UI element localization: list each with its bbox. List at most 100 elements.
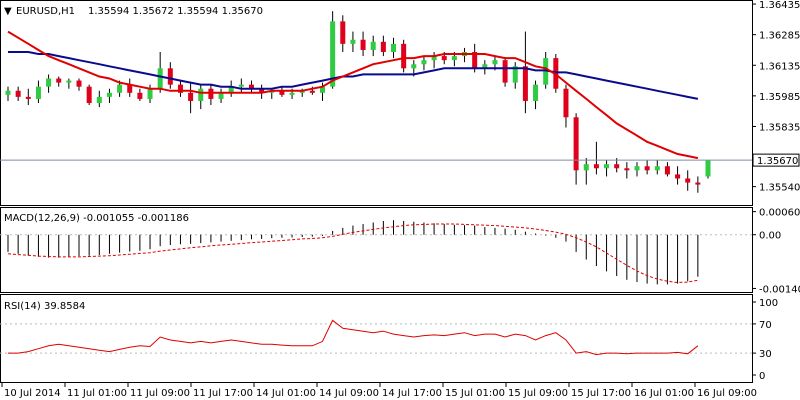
candle-body	[66, 80, 72, 83]
candle-body	[451, 56, 457, 61]
rsi-y-tick-label: 0	[759, 371, 765, 382]
x-tick-label: 16 Jul 09:00	[697, 388, 757, 399]
rsi-y-tick-label: 30	[759, 349, 772, 360]
price-y-tick-label: 1.35540	[759, 183, 800, 194]
rsi-y-tick-label: 70	[759, 320, 772, 331]
x-tick-label: 14 Jul 01:00	[256, 388, 316, 399]
candle-body	[137, 92, 143, 99]
candle-body	[634, 166, 640, 171]
candle-body	[218, 92, 224, 99]
x-tick-label: 14 Jul 09:00	[319, 388, 379, 399]
rsi-y-tick-label: 100	[759, 298, 778, 309]
macd-layer	[0, 220, 752, 285]
candle-body	[391, 43, 397, 52]
candle-body	[259, 88, 265, 93]
candle-body	[35, 86, 41, 99]
candle-body	[533, 84, 539, 101]
candle-body	[106, 92, 112, 97]
candle-body	[421, 60, 427, 65]
x-tick-label: 15 Jul 09:00	[508, 388, 568, 399]
candle-body	[96, 96, 102, 103]
candle-body	[360, 39, 366, 50]
candle-body	[157, 68, 163, 89]
chart-symbol: EURUSD,H1	[16, 6, 75, 17]
candle-body	[563, 88, 569, 118]
candle-body	[705, 160, 711, 177]
candle-body	[472, 52, 478, 69]
candle-body	[188, 92, 194, 101]
macd-panel-frame	[0, 207, 753, 293]
candle-body	[127, 84, 133, 93]
candle-body	[644, 166, 650, 171]
x-tick-label: 14 Jul 17:00	[382, 388, 442, 399]
x-tick-label: 15 Jul 01:00	[445, 388, 505, 399]
candle-body	[675, 174, 681, 179]
candle-body	[614, 164, 620, 169]
x-tick-label: 10 Jul 2014	[4, 388, 61, 399]
macd-y-tick-label: -0.001407	[759, 284, 800, 295]
candle-body	[502, 60, 508, 83]
candle-body	[46, 78, 52, 87]
candle-body	[573, 117, 579, 171]
candle-body	[198, 88, 204, 101]
candle-body	[654, 166, 660, 171]
candle-body	[309, 90, 315, 93]
candle-body	[319, 86, 325, 93]
candle-body	[380, 41, 386, 52]
current-price-marker	[752, 153, 800, 167]
macd-y-tick-label: 0.00	[759, 231, 781, 242]
candle-body	[411, 64, 417, 69]
rsi-panel-frame	[0, 294, 753, 383]
chart-quote: 1.35594 1.35672 1.35594 1.35670	[88, 6, 263, 17]
x-tick-label: 11 Jul 09:00	[130, 388, 190, 399]
candle-body	[604, 164, 610, 169]
candle-body	[340, 21, 346, 44]
x-tick-label: 11 Jul 01:00	[67, 388, 127, 399]
candle-body	[56, 78, 62, 83]
candle-body	[167, 68, 173, 85]
ma-fast-line	[7, 30, 699, 160]
candle-body	[370, 41, 376, 50]
candle-body	[492, 60, 498, 65]
candle-body	[685, 178, 691, 183]
x-tick-label: 15 Jul 17:00	[571, 388, 631, 399]
candle-body	[441, 56, 447, 61]
candle-body	[624, 168, 630, 171]
candle-body	[289, 92, 295, 95]
candle-body	[583, 164, 589, 171]
candle-body	[147, 88, 153, 99]
price-y-tick-label: 1.35835	[759, 122, 800, 133]
price-y-tick-label: 1.36435	[759, 0, 800, 11]
candle-body	[25, 96, 31, 99]
current-price-label: 1.35670	[757, 156, 798, 167]
candle-body	[208, 88, 214, 99]
candle-body	[695, 182, 701, 185]
candle-body	[117, 84, 123, 93]
ma-slow-line	[8, 51, 699, 100]
candle-body	[593, 164, 599, 169]
candle-body	[330, 21, 336, 87]
rsi-line	[8, 319, 699, 356]
candle-body	[401, 43, 407, 69]
x-tick-label: 11 Jul 17:00	[193, 388, 253, 399]
symbol-triangle-icon: ▼	[4, 6, 12, 17]
price-panel-frame	[0, 0, 753, 206]
rsi-layer	[0, 319, 752, 356]
x-tick-label: 16 Jul 01:00	[634, 388, 694, 399]
candle-body	[512, 66, 518, 83]
candle-body	[431, 56, 437, 61]
candle-body	[76, 80, 82, 87]
candle-body	[248, 84, 254, 89]
candle-body	[482, 64, 488, 69]
price-y-tick-label: 1.35985	[759, 92, 800, 103]
candle-body	[350, 39, 356, 44]
candle-body	[177, 84, 183, 93]
price-y-tick-label: 1.36135	[759, 61, 800, 72]
rsi-title: RSI(14) 39.8584	[4, 301, 85, 312]
candle-body	[522, 66, 528, 101]
candle-body	[664, 166, 670, 175]
candle-body	[228, 86, 234, 93]
price-y-tick-label: 1.36285	[759, 31, 800, 42]
